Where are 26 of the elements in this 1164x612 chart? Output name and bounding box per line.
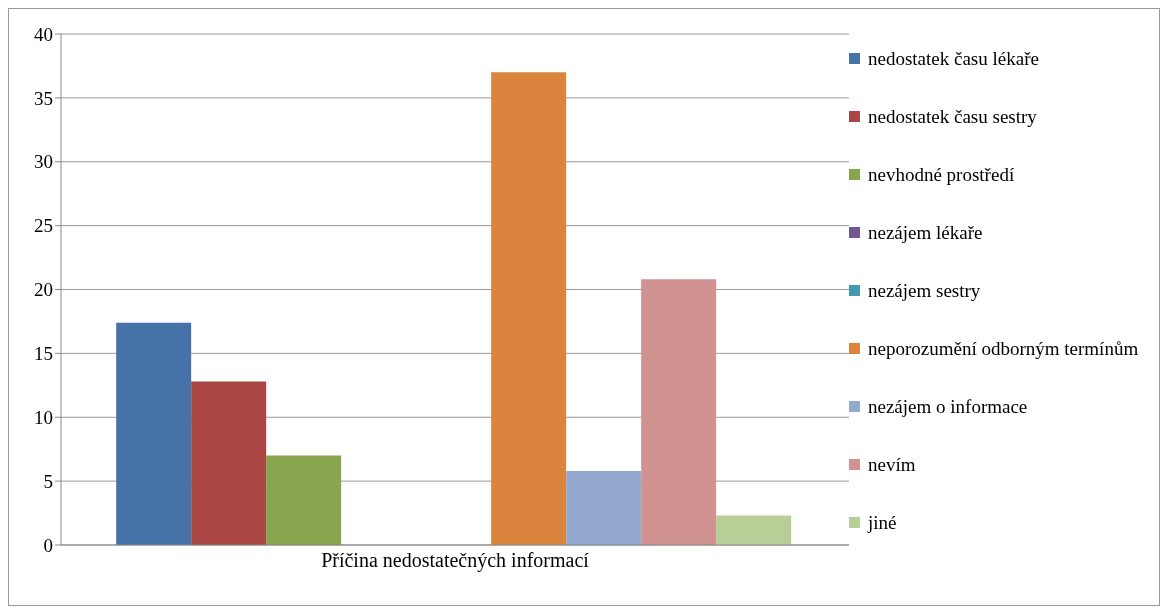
y-tick-label: 40	[34, 23, 53, 45]
y-tick-label: 15	[34, 343, 53, 365]
legend-label: nezájem o informace	[868, 395, 1028, 419]
legend-label: nezájem sestry	[868, 279, 981, 303]
bar	[116, 322, 192, 545]
y-tick-label: 20	[34, 279, 53, 301]
bar	[716, 515, 792, 545]
y-tick-label: 0	[43, 534, 53, 556]
legend-label: nezájem lékaře	[868, 221, 983, 245]
y-tick-label: 5	[43, 470, 53, 492]
bar	[491, 72, 567, 545]
x-tick-label: Příčina nedostatečných informací	[321, 549, 590, 573]
bar	[191, 381, 267, 545]
legend-label: nevhodné prostředí	[868, 163, 1015, 187]
legend-label: nedostatek času lékaře	[868, 47, 1039, 71]
y-tick-label: 30	[34, 151, 53, 173]
bar	[641, 279, 717, 545]
y-tick-label: 25	[34, 215, 53, 237]
legend-label: nedostatek času sestry	[868, 105, 1037, 129]
legend-label: neporozumění odborným termínům	[868, 337, 1139, 361]
bar	[266, 455, 342, 545]
y-tick-label: 35	[34, 87, 53, 109]
y-tick-label: 10	[34, 406, 53, 428]
legend-label: jiné	[868, 511, 897, 535]
legend-label: nevím	[868, 453, 916, 477]
bar	[566, 470, 642, 545]
